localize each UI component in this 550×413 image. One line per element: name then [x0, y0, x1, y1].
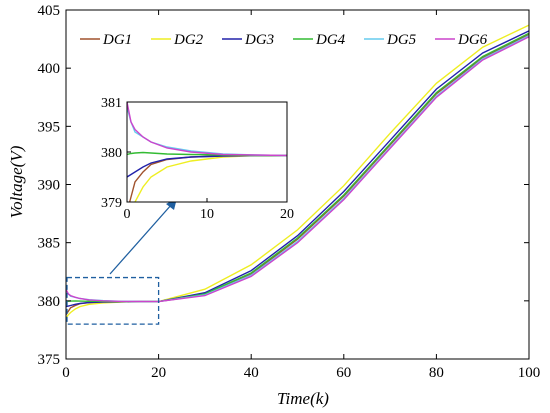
- inset-y-tick-label: 379: [101, 196, 122, 211]
- x-axis-label: Time(k): [277, 389, 329, 408]
- legend-label-dg6: DG6: [457, 32, 488, 48]
- x-tick-label: 80: [429, 365, 444, 381]
- y-tick-label: 375: [38, 352, 61, 368]
- y-tick-label: 400: [38, 61, 61, 77]
- inset-y-tick-label: 381: [101, 96, 122, 111]
- y-tick-label: 395: [38, 119, 61, 135]
- inset-x-tick-label: 20: [280, 207, 294, 222]
- legend-label-dg2: DG2: [173, 32, 204, 48]
- y-tick-label: 405: [38, 3, 61, 19]
- y-tick-label: 380: [38, 294, 61, 310]
- x-tick-label: 40: [244, 365, 259, 381]
- legend-label-dg1: DG1: [102, 32, 132, 48]
- x-tick-label: 60: [336, 365, 351, 381]
- x-tick-label: 0: [62, 365, 70, 381]
- y-tick-label: 390: [38, 178, 61, 194]
- x-tick-label: 100: [518, 365, 541, 381]
- legend-label-dg3: DG3: [244, 32, 274, 48]
- inset-x-tick-label: 10: [200, 207, 214, 222]
- legend-label-dg4: DG4: [315, 32, 346, 48]
- inset-x-tick-label: 0: [124, 207, 131, 222]
- y-tick-label: 385: [38, 236, 61, 252]
- inset-y-tick-label: 380: [101, 146, 122, 161]
- legend: DG1 DG2 DG3 DG4 DG5 DG6: [80, 32, 488, 48]
- x-tick-label: 20: [151, 365, 166, 381]
- legend-label-dg5: DG5: [386, 32, 417, 48]
- y-axis-label: Voltage(V): [7, 145, 26, 218]
- inset-plot: 0 10 20 379 380 381: [101, 96, 294, 227]
- zoom-arrow: [110, 204, 172, 274]
